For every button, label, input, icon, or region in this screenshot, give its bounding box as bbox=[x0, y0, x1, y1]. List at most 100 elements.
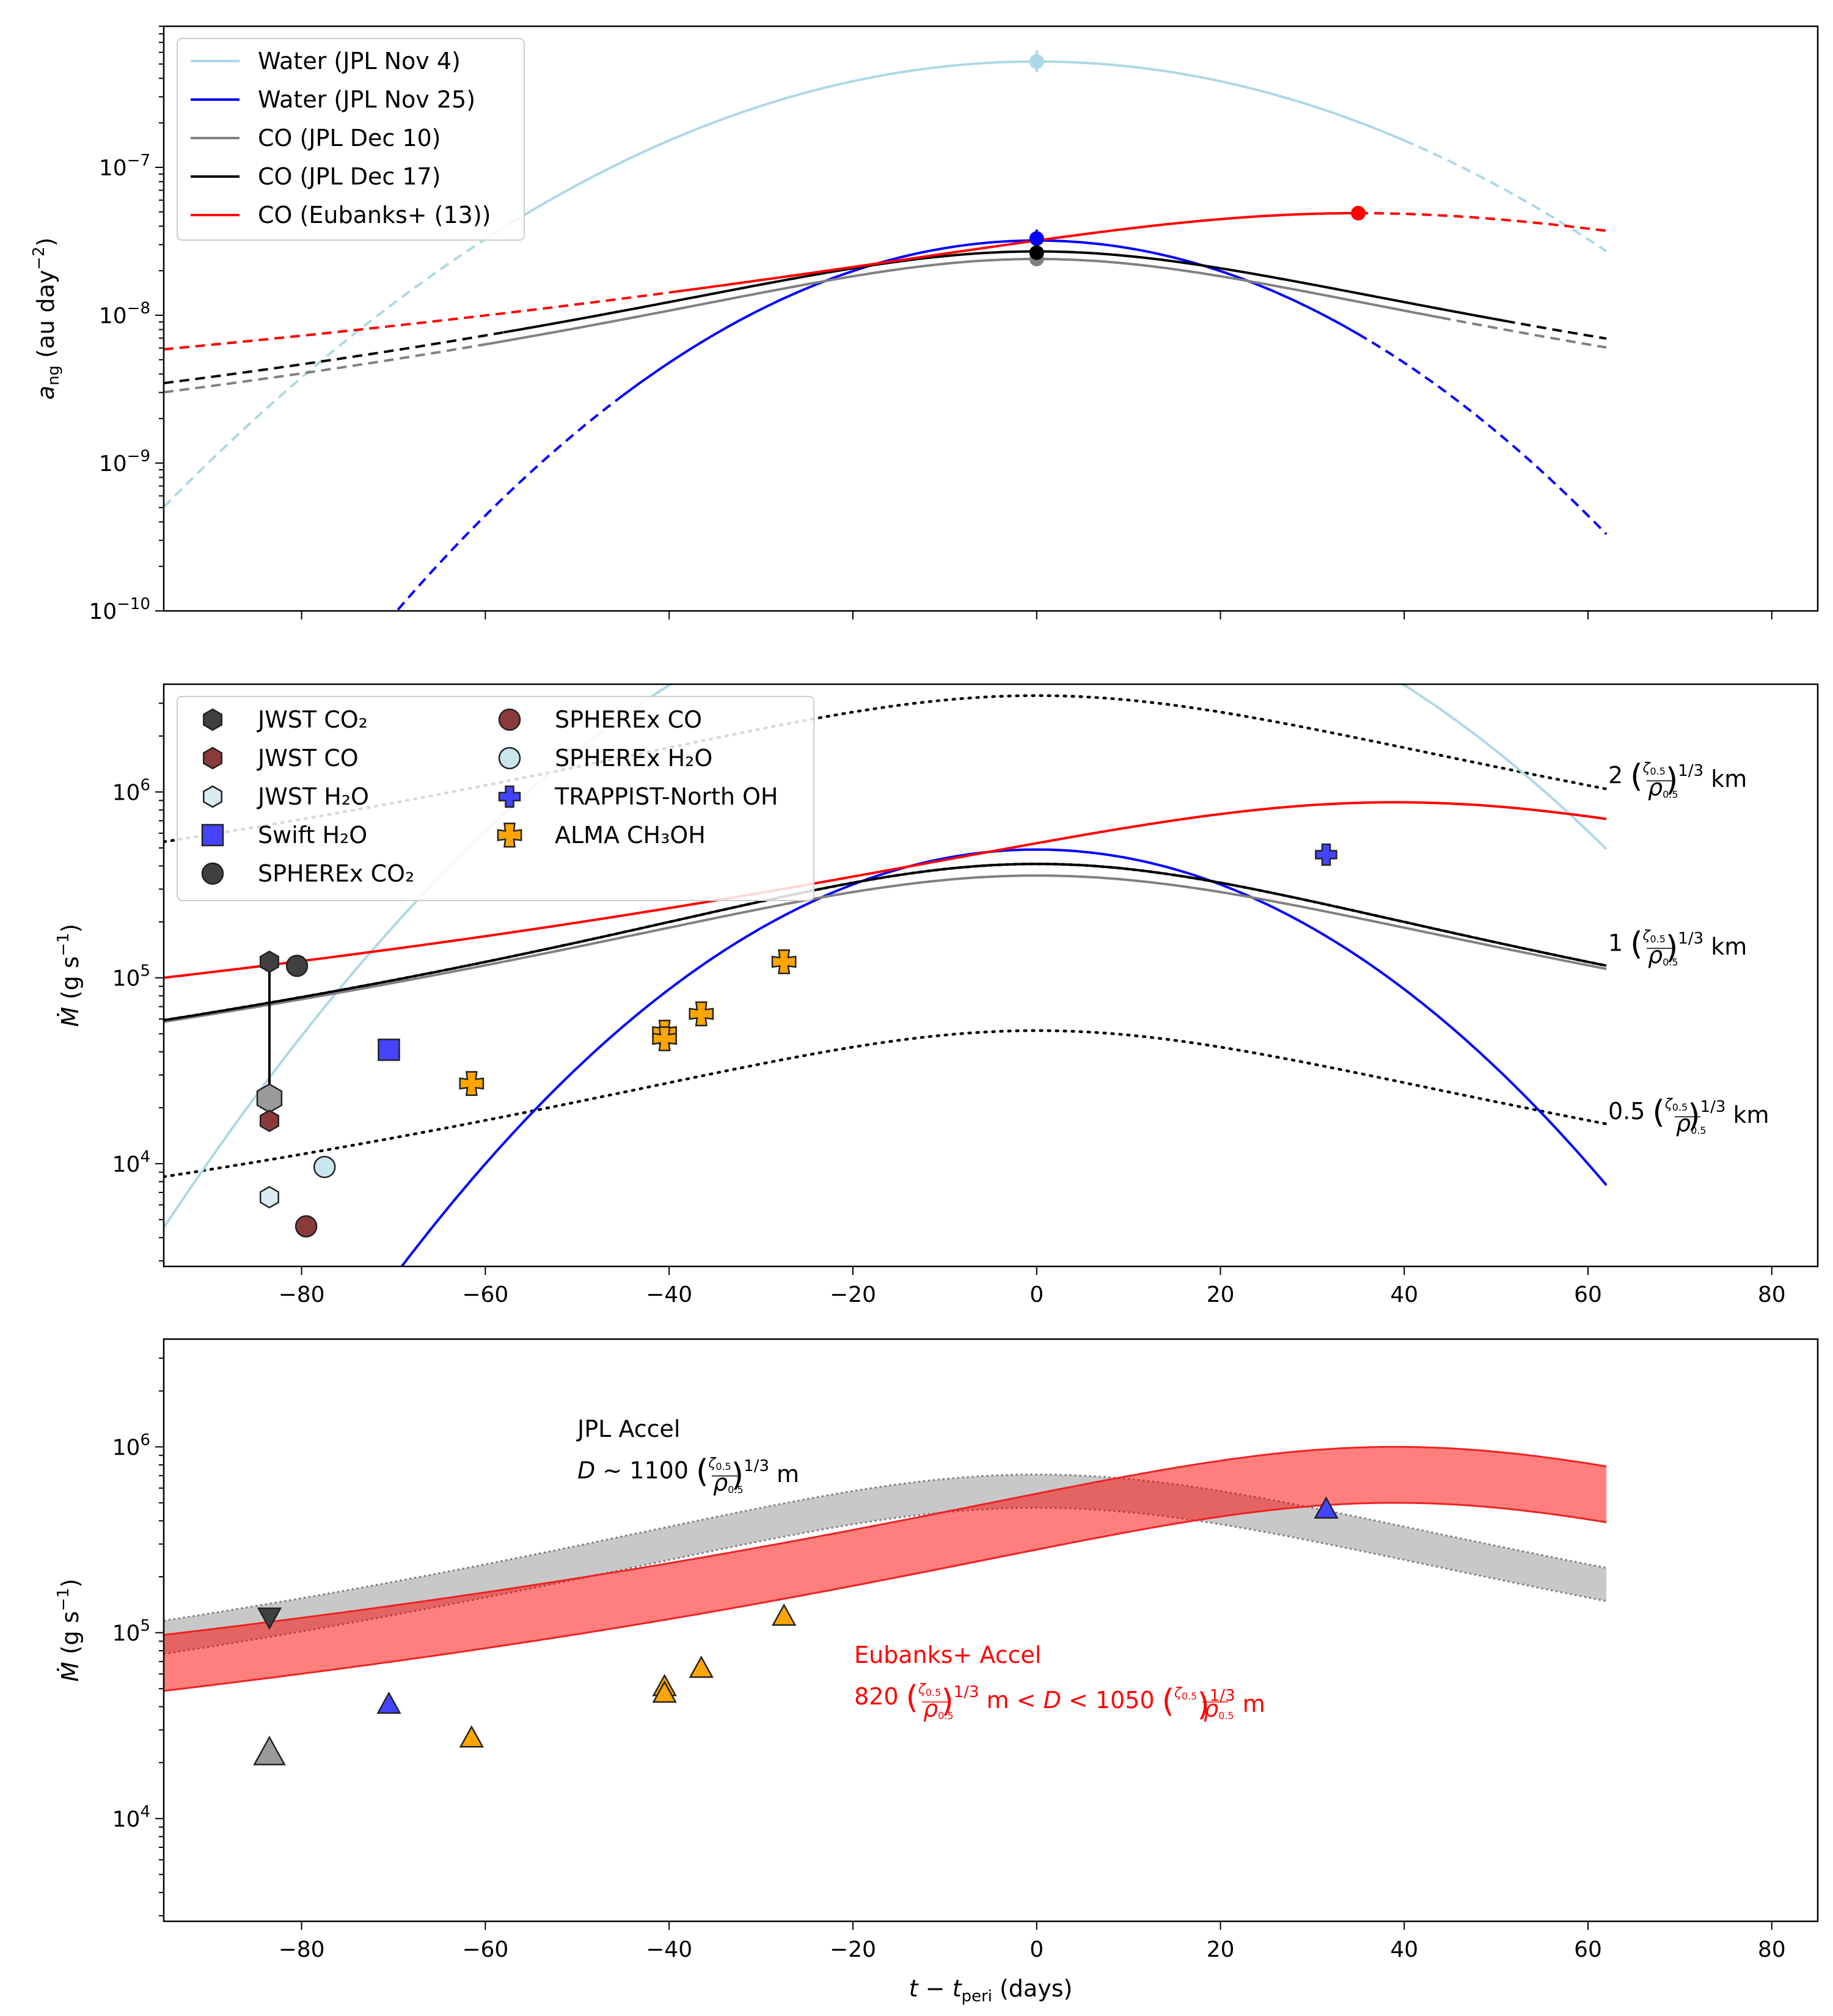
y-tick-label: 104 bbox=[112, 1803, 150, 1832]
legend-label: TRAPPIST-North OH bbox=[554, 783, 778, 810]
data-point bbox=[459, 1725, 484, 1748]
legend-label: JWST CO₂ bbox=[257, 706, 368, 733]
model-line bbox=[164, 684, 1608, 1229]
data-point bbox=[259, 1186, 279, 1209]
plot-area-middle bbox=[164, 684, 1608, 1266]
series-line-dashed bbox=[1358, 211, 1607, 232]
jpl-accel-size: D ~ 1100 (ζ0.5)1/3 m bbox=[577, 1453, 799, 1494]
series-line bbox=[485, 60, 1405, 241]
band-edge bbox=[164, 1445, 1607, 1636]
series-line-dashed bbox=[1505, 320, 1607, 340]
legend-marker bbox=[203, 708, 222, 731]
panel-top: 10−7 10−8 10−9 10−10 ang (au day−2) Water (JP… bbox=[30, 25, 1819, 624]
data-point bbox=[652, 1680, 677, 1703]
axes-top-frame bbox=[163, 25, 1819, 612]
model-line bbox=[164, 863, 1607, 1021]
legend-label: CO (JPL Dec 10) bbox=[258, 125, 441, 152]
data-point bbox=[285, 954, 309, 977]
legend-marker bbox=[203, 785, 222, 808]
annotations: JPL Accel D ~ 1100 (ζ0.5)1/3 m ρ0.5 Eubanks… bbox=[576, 1415, 1265, 1723]
x-tick-label: −60 bbox=[462, 1937, 508, 1962]
size-label-2km-den: ρ0.5 bbox=[1648, 774, 1678, 801]
y-tick-label: 10−9 bbox=[99, 447, 150, 477]
series-line-dashed bbox=[164, 291, 670, 351]
x-tick-label: 60 bbox=[1574, 1937, 1602, 1962]
band-eubanks bbox=[164, 1447, 1607, 1691]
y-tick-label: 10−8 bbox=[99, 299, 150, 329]
size-label-1km: 1 (ζ0.5)1/3 km bbox=[1608, 926, 1747, 966]
data-point bbox=[313, 1155, 336, 1178]
panel-middle: −80 −60 −40 −20 0 20 40 60 80 106 105 104 Ṁ (g s−1) 2… bbox=[54, 683, 1819, 1307]
size-curve-dotted bbox=[164, 1029, 1608, 1178]
size-label-0.5km: 0.5 (ζ0.5)1/3 km bbox=[1608, 1094, 1769, 1134]
legend-label: JWST CO bbox=[257, 745, 359, 772]
x-tick-label: −20 bbox=[830, 1282, 876, 1307]
y-axis-label: ang (au day−2) bbox=[30, 238, 63, 400]
series-line-dashed bbox=[1441, 316, 1607, 349]
data-point bbox=[1029, 231, 1044, 246]
y-tick-label: 10−7 bbox=[99, 152, 150, 181]
x-tick-label: 20 bbox=[1207, 1282, 1235, 1307]
legend-label: CO (Eubanks+ (13)) bbox=[258, 202, 491, 228]
band-edge bbox=[164, 1474, 1607, 1622]
y-tick-label: 106 bbox=[112, 1431, 150, 1460]
data-point bbox=[376, 1691, 401, 1714]
x-tick-label: −80 bbox=[279, 1282, 325, 1307]
band-jpl bbox=[164, 1474, 1607, 1654]
legend-marker bbox=[498, 747, 521, 770]
data-point bbox=[259, 950, 279, 973]
x-tick-label: −20 bbox=[830, 1937, 876, 1962]
data-point bbox=[1351, 205, 1366, 221]
x-tick-label: 0 bbox=[1030, 1937, 1044, 1962]
eubanks-size-den1: ρ0.5 bbox=[923, 1695, 954, 1722]
x-tick-label: 80 bbox=[1758, 1937, 1786, 1962]
series-line-dashed bbox=[164, 343, 486, 393]
legend-marker bbox=[203, 747, 222, 770]
data-point bbox=[253, 1736, 286, 1766]
axes-bottom-frame bbox=[163, 1338, 1819, 1923]
y-tick-label: 106 bbox=[112, 776, 150, 805]
legend-marker bbox=[201, 824, 224, 847]
series-line bbox=[503, 250, 1506, 334]
plot-area-top bbox=[164, 50, 1608, 611]
x-tick-label: 60 bbox=[1574, 1282, 1602, 1307]
legend-label: JWST H₂O bbox=[257, 783, 369, 810]
y-tick-label: 10−10 bbox=[89, 595, 150, 624]
data-point bbox=[295, 1215, 318, 1238]
x-tick-label: −60 bbox=[462, 1282, 508, 1307]
model-line bbox=[164, 801, 1607, 979]
data-point bbox=[257, 1607, 282, 1630]
data-point bbox=[459, 1071, 485, 1096]
legend-box bbox=[177, 696, 814, 901]
eubanks-accel-title: Eubanks+ Accel bbox=[854, 1642, 1041, 1668]
y-axis-label: Ṁ (g s−1) bbox=[54, 1579, 84, 1682]
y-axis-label: Ṁ (g s−1) bbox=[54, 924, 84, 1027]
data-point bbox=[1314, 1496, 1339, 1519]
legend-label: SPHEREx H₂O bbox=[555, 745, 712, 772]
series-line-dashed bbox=[1403, 139, 1608, 252]
model-line bbox=[164, 874, 1607, 1023]
legend-box bbox=[177, 38, 525, 241]
data-point bbox=[771, 949, 797, 974]
data-point bbox=[652, 1026, 677, 1051]
data-point bbox=[378, 1039, 400, 1061]
y-tick-label: 105 bbox=[112, 1617, 150, 1646]
series-line-dashed bbox=[1358, 333, 1608, 535]
legend-label: Water (JPL Nov 4) bbox=[258, 48, 461, 75]
data-point bbox=[1315, 843, 1337, 866]
data-point bbox=[1029, 245, 1044, 260]
legend-marker bbox=[498, 708, 521, 731]
jpl-accel-title: JPL Accel bbox=[576, 1415, 680, 1442]
legend-top: Water (JPL Nov 4) Water (JPL Nov 25) CO (J… bbox=[177, 38, 525, 241]
x-tick-label: 40 bbox=[1390, 1937, 1418, 1962]
y-tick-label: 104 bbox=[112, 1148, 150, 1177]
legend-label: SPHEREx CO bbox=[555, 706, 702, 733]
legend-marker bbox=[201, 862, 224, 885]
series-line-dashed bbox=[164, 238, 486, 508]
legend-label: ALMA CH₃OH bbox=[555, 822, 706, 849]
legend-middle: JWST CO₂ JWST CO JWST H₂O Swift H₂O SPHEREx … bbox=[177, 696, 814, 901]
x-axis-label: t − tperi (days) bbox=[909, 1975, 1073, 2006]
legend-marker bbox=[498, 785, 521, 808]
model-line bbox=[400, 848, 1608, 1266]
